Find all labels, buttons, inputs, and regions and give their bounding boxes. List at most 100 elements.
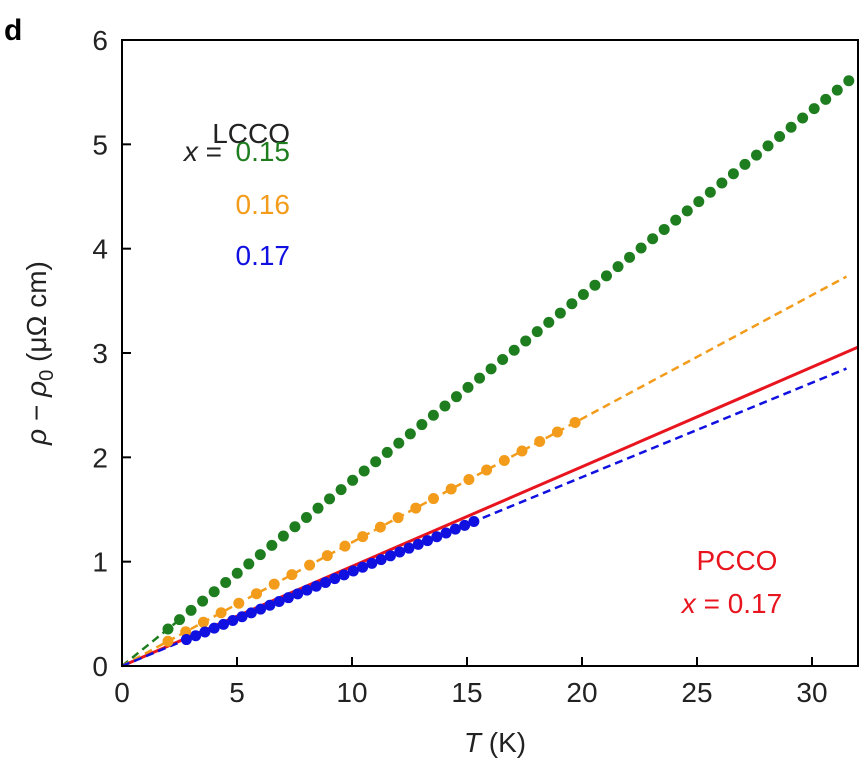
data-point-0.15	[577, 288, 589, 300]
data-point-0.15	[162, 623, 174, 635]
data-point-0.17	[347, 565, 359, 577]
data-point-0.15	[404, 428, 416, 440]
data-point-0.16	[162, 635, 174, 647]
data-point-0.15	[335, 484, 347, 496]
y-tick-label: 3	[92, 338, 108, 369]
data-point-0.15	[808, 103, 820, 115]
x-tick-label: 10	[336, 677, 367, 708]
data-point-0.15	[485, 363, 497, 375]
data-point-0.17	[422, 535, 434, 547]
data-point-0.16	[339, 540, 351, 552]
data-point-0.15	[312, 502, 324, 514]
data-point-0.16	[321, 550, 333, 562]
data-point-0.15	[589, 279, 601, 291]
data-point-0.17	[310, 580, 322, 592]
data-point-0.17	[227, 615, 239, 627]
data-point-0.17	[329, 573, 341, 585]
data-point-0.16	[251, 588, 262, 600]
data-point-0.15	[612, 261, 624, 273]
x-tick-label: 0	[114, 677, 130, 708]
data-point-0.17	[320, 576, 332, 588]
data-point-0.15	[635, 242, 647, 254]
data-point-0.15	[647, 233, 659, 245]
data-point-0.15	[727, 168, 739, 180]
x-tick-label: 25	[681, 677, 712, 708]
data-point-0.15	[439, 400, 451, 412]
data-point-0.15	[774, 131, 786, 143]
data-point-0.15	[797, 112, 809, 124]
data-point-0.15	[243, 558, 255, 570]
data-point-0.17	[199, 626, 211, 638]
pcco-doping: x = 0.17	[680, 588, 782, 619]
data-point-0.16	[445, 483, 457, 495]
y-tick-label: 2	[92, 442, 108, 473]
data-point-0.17	[273, 595, 285, 607]
data-point-0.15	[381, 446, 393, 458]
data-point-0.17	[208, 622, 220, 634]
x-tick-label: 30	[796, 677, 827, 708]
data-point-0.16	[304, 559, 316, 571]
data-point-0.17	[440, 527, 452, 539]
data-point-0.15	[843, 75, 855, 87]
data-point-0.16	[410, 502, 422, 514]
y-tick-label: 5	[92, 129, 108, 160]
data-point-0.17	[236, 611, 248, 623]
x-tick-label: 15	[451, 677, 482, 708]
y-tick-label: 6	[92, 25, 108, 56]
x-tick-label: 20	[566, 677, 597, 708]
data-points	[162, 75, 855, 647]
data-point-0.17	[449, 523, 461, 535]
data-point-0.17	[282, 592, 294, 604]
data-point-0.17	[431, 531, 443, 543]
legend-entry-0-15: 0.15	[236, 136, 291, 167]
x-axis-label: T (K)	[464, 727, 526, 758]
y-tick-label: 4	[92, 234, 108, 265]
data-point-0.16	[374, 521, 386, 533]
data-point-0.15	[566, 298, 578, 310]
data-point-0.17	[301, 584, 313, 596]
data-point-0.16	[268, 578, 280, 590]
data-point-0.15	[289, 521, 301, 533]
data-point-0.17	[375, 554, 387, 566]
y-tick-label: 0	[92, 651, 108, 682]
data-point-0.15	[785, 121, 797, 133]
data-point-0.17	[384, 550, 396, 562]
data-point-0.17	[412, 538, 424, 550]
data-point-0.16	[392, 512, 404, 524]
legend-title: LCCO	[212, 118, 290, 149]
data-point-0.16	[516, 445, 528, 457]
data-point-0.15	[277, 530, 289, 542]
data-point-0.17	[190, 630, 202, 642]
data-point-0.15	[554, 307, 566, 319]
data-point-0.15	[197, 595, 209, 607]
data-point-0.15	[266, 539, 278, 551]
legend-entry-0-17: 0.17	[236, 240, 291, 271]
data-point-0.15	[462, 381, 474, 393]
data-point-0.17	[394, 546, 406, 558]
data-point-0.15	[427, 409, 439, 421]
data-point-0.17	[264, 599, 276, 611]
data-point-0.16	[357, 531, 369, 543]
data-point-0.17	[459, 519, 471, 531]
data-point-0.15	[508, 344, 520, 356]
data-point-0.16	[481, 464, 493, 476]
data-point-0.15	[474, 372, 486, 384]
data-point-0.15	[704, 186, 716, 198]
data-point-0.15	[681, 205, 693, 217]
x-tick-label: 5	[229, 677, 245, 708]
data-point-0.15	[300, 511, 312, 523]
legend-entry-0-16: 0.16	[236, 189, 291, 220]
data-point-0.17	[255, 603, 267, 615]
panel-label: d	[4, 14, 22, 47]
data-point-0.15	[174, 614, 186, 626]
data-point-0.15	[762, 140, 774, 152]
data-point-0.15	[393, 437, 405, 449]
data-point-0.16	[569, 416, 581, 428]
data-point-0.17	[366, 557, 378, 569]
data-point-0.16	[286, 569, 298, 581]
data-point-0.15	[450, 391, 462, 403]
legend-prefix: x =	[182, 136, 222, 167]
data-point-0.15	[416, 419, 428, 431]
data-point-0.15	[520, 335, 532, 347]
